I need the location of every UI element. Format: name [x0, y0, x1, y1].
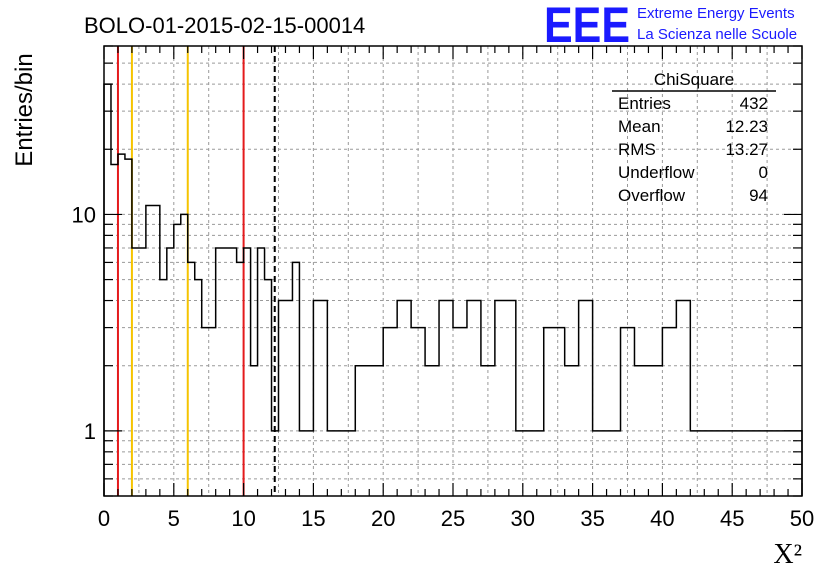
- x-tick-label: 0: [98, 506, 110, 531]
- x-tick-label: 50: [790, 506, 814, 531]
- stats-title: ChiSquare: [654, 70, 734, 89]
- stats-box: ChiSquare Entries 432 Mean 12.23 RMS 13.27 Und…: [612, 70, 776, 205]
- x-tick-label: 5: [168, 506, 180, 531]
- stats-label: Entries: [618, 94, 671, 113]
- stats-label: Mean: [618, 117, 661, 136]
- x-axis-label: X²: [773, 539, 802, 570]
- stats-value: 12.23: [725, 117, 768, 136]
- x-tick-label: 30: [511, 506, 535, 531]
- grid: [104, 46, 802, 496]
- histogram-series: [103, 83, 803, 496]
- logo-line-2: La Scienza nelle Scuole: [637, 26, 797, 43]
- x-tick-label: 45: [720, 506, 744, 531]
- reference-lines: [116, 46, 276, 496]
- stats-value: 13.27: [725, 140, 768, 159]
- x-tick-label: 40: [650, 506, 674, 531]
- y-tick-label: 1: [84, 419, 96, 444]
- logo-line-1: Extreme Energy Events: [637, 5, 795, 22]
- stats-label: RMS: [618, 140, 656, 159]
- x-tick-label: 10: [231, 506, 255, 531]
- y-tick-label: 10: [72, 202, 96, 227]
- axis-ticks: [103, 45, 803, 497]
- stats-label: Underflow: [618, 163, 695, 182]
- x-tick-label: 20: [371, 506, 395, 531]
- logo-mark: EEE: [544, 0, 630, 53]
- eee-logo: EEE Extreme Energy Events La Scienza nel…: [544, 0, 797, 53]
- chart-title: BOLO-01-2015-02-15-00014: [84, 13, 365, 38]
- y-axis-label: Entries/bin: [11, 53, 38, 166]
- tick-labels: 0 5 10 15 20 25 30 35 40 45 50 1 10: [72, 202, 815, 531]
- x-tick-label: 35: [580, 506, 604, 531]
- x-tick-label: 25: [441, 506, 465, 531]
- stats-label: Overflow: [618, 186, 686, 205]
- stats-value: 432: [740, 94, 768, 113]
- stats-value: 0: [759, 163, 768, 182]
- stats-value: 94: [749, 186, 768, 205]
- x-tick-label: 15: [301, 506, 325, 531]
